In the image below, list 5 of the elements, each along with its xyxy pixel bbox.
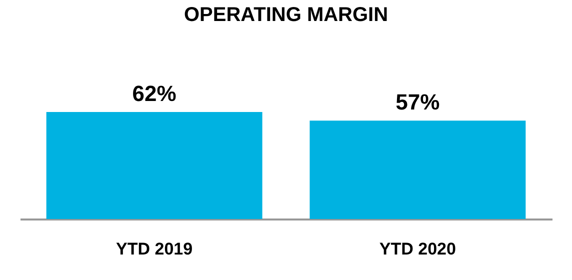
chart-title: OPERATING MARGIN [184, 4, 388, 26]
data-label: 62% [132, 81, 176, 106]
x-tick-label: YTD 2020 [379, 240, 456, 258]
data-label: 57% [396, 90, 440, 115]
x-tick-label: YTD 2019 [116, 240, 193, 258]
